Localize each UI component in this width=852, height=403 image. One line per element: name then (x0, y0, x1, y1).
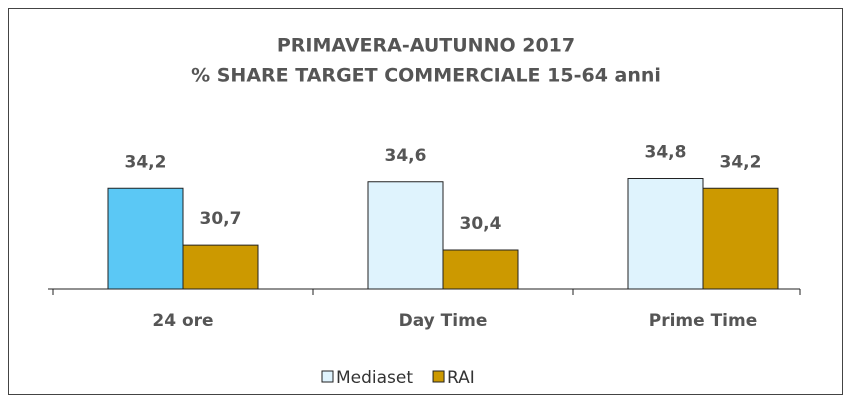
data-label: 34,2 (125, 152, 167, 172)
data-label: 34,8 (645, 143, 687, 163)
x-tick-label: Prime Time (649, 311, 758, 331)
x-tick-label: 24 ore (152, 311, 213, 331)
bar (627, 178, 704, 290)
data-label: 30,7 (200, 209, 242, 229)
data-label: 34,6 (385, 146, 427, 166)
data-label: 34,2 (720, 152, 762, 172)
legend-swatch (321, 370, 334, 383)
bar (107, 187, 184, 290)
legend-label: Mediaset (336, 368, 413, 388)
chart-title: PRIMAVERA-AUTUNNO 2017 (277, 35, 575, 57)
legend-label: RAI (447, 368, 475, 388)
bar (182, 244, 259, 290)
bar (367, 181, 444, 290)
chart-subtitle: % SHARE TARGET COMMERCIALE 15-64 anni (191, 65, 661, 87)
bar (702, 187, 779, 290)
legend-swatch (432, 370, 445, 383)
x-tick-label: Day Time (399, 311, 488, 331)
data-label: 30,4 (460, 214, 502, 234)
bar (442, 249, 519, 290)
